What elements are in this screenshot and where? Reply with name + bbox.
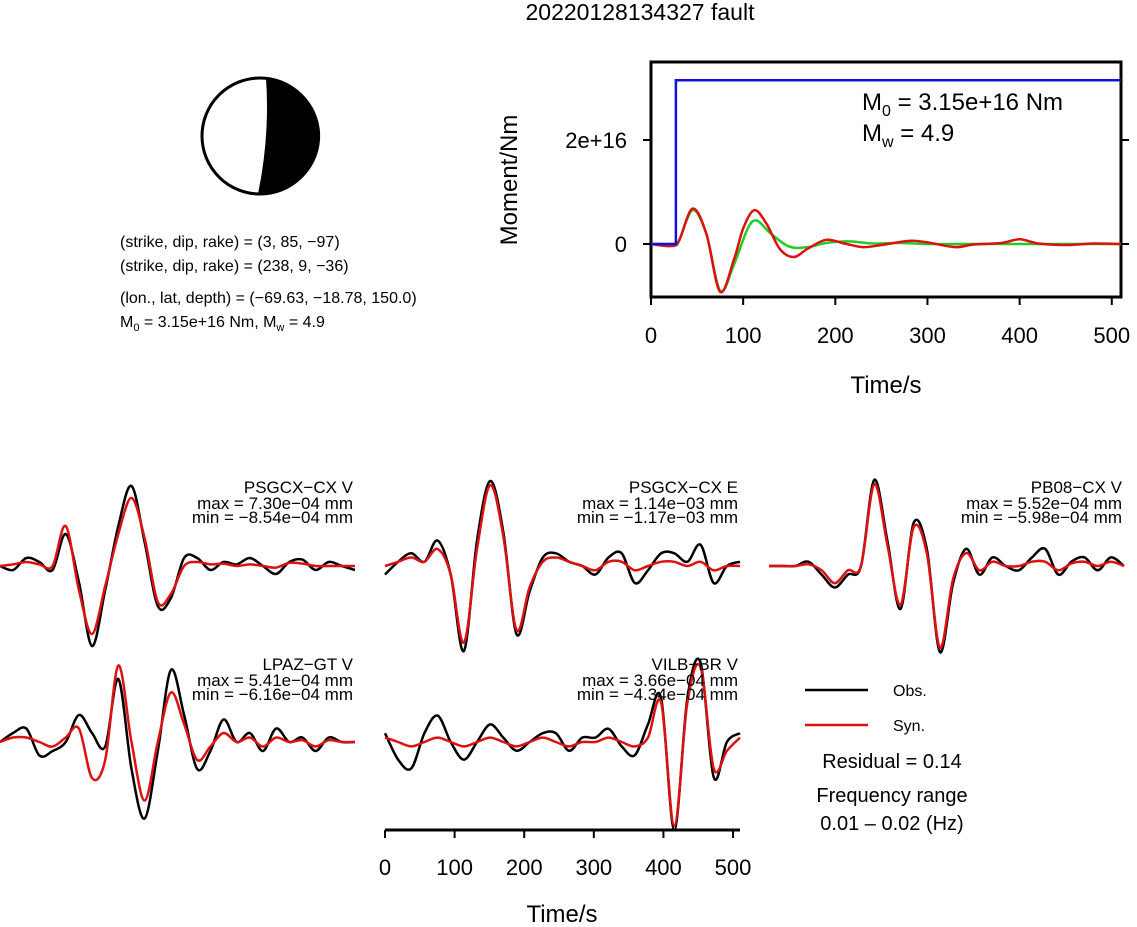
station-label: VILB−BR V — [652, 655, 739, 674]
waveform-xtick-label: 200 — [506, 855, 543, 880]
moment-annotation-mw: Mw = 4.9 — [862, 120, 954, 151]
waveform-xtick-label: 500 — [715, 855, 752, 880]
frequency-range-value: 0.01 – 0.02 (Hz) — [820, 813, 963, 835]
station-min: min = −5.98e−04 mm — [961, 508, 1122, 527]
station-label: LPAZ−GT V — [262, 655, 353, 674]
moment-xlabel: Time/s — [850, 372, 921, 399]
station-min: min = −6.16e−04 mm — [192, 685, 353, 704]
legend-obs-label: Obs. — [893, 683, 927, 700]
station-max: max = 5.41e−04 mm — [197, 671, 353, 690]
moment-series-1 — [650, 208, 1121, 293]
moment-axes: 0 100 200 300 400 500 0 2e+16 — [565, 128, 1130, 348]
moment-series-0 — [651, 78, 1121, 246]
moment-xtick-label: 400 — [1001, 323, 1038, 348]
waveform-xtick-label: 0 — [379, 855, 391, 880]
station-label: PSGCX−CX V — [244, 478, 354, 497]
station-label: PSGCX−CX E — [629, 478, 738, 497]
station-max: max = 3.66e−04 mm — [582, 671, 738, 690]
focal-mechanism-beachball — [200, 76, 321, 196]
synthetic-trace — [0, 496, 355, 636]
waveform-xtick-label: 100 — [436, 855, 473, 880]
mechanism-line-4: M0 = 3.15e+16 Nm, Mw = 4.9 — [120, 314, 325, 334]
station-min: min = −8.54e−04 mm — [192, 508, 353, 527]
waveform-legend: Obs. Syn. Residual = 0.14 Frequency rang… — [805, 683, 968, 835]
moment-xtick-label: 500 — [1093, 323, 1130, 348]
station-min: min = −4.34e−04 mm — [577, 685, 738, 704]
mechanism-line-2: (strike, dip, rake) = (238, 9, −36) — [120, 258, 349, 275]
synthetic-trace — [768, 483, 1125, 649]
station-max: max = 1.14e−03 mm — [582, 494, 738, 513]
moment-xtick-label: 0 — [645, 323, 657, 348]
moment-xtick-label: 300 — [909, 323, 946, 348]
waveform-time-axis: 0 100 200 300 400 500 — [379, 828, 752, 880]
moment-xtick-label: 200 — [817, 323, 854, 348]
observed-trace — [768, 478, 1125, 654]
figure-title: 20220128134327 fault — [526, 0, 756, 25]
synthetic-trace — [0, 664, 356, 802]
synthetic-trace — [384, 663, 741, 827]
station-min: min = −1.17e−03 mm — [577, 508, 738, 527]
waveform-xtick-label: 300 — [575, 855, 612, 880]
moment-series-2 — [650, 207, 1122, 294]
moment-series-group — [650, 78, 1122, 294]
mechanism-line-1: (strike, dip, rake) = (3, 85, −97) — [120, 234, 340, 251]
residual-text: Residual = 0.14 — [822, 751, 962, 773]
moment-ytick-label: 0 — [615, 232, 627, 257]
station-label: PB08−CX V — [1031, 478, 1123, 497]
frequency-range-label: Frequency range — [816, 785, 967, 807]
station-max: max = 7.30e−04 mm — [197, 494, 353, 513]
mechanism-line-3: (lon., lat, depth) = (−69.63, −18.78, 15… — [120, 290, 417, 307]
moment-ytick-label: 2e+16 — [565, 128, 627, 153]
moment-plot-frame — [649, 60, 1123, 299]
moment-xtick-label: 100 — [725, 323, 762, 348]
synthetic-trace — [384, 484, 741, 644]
legend-syn-label: Syn. — [893, 718, 925, 735]
waveform-xtick-label: 400 — [645, 855, 682, 880]
waveform-xlabel: Time/s — [526, 901, 597, 927]
moment-ylabel: Moment/Nm — [496, 115, 523, 246]
beachball-compressional-quadrant — [258, 78, 321, 195]
moment-annotation-m0: M0 = 3.15e+16 Nm — [862, 89, 1063, 120]
station-max: max = 5.52e−04 mm — [966, 494, 1122, 513]
